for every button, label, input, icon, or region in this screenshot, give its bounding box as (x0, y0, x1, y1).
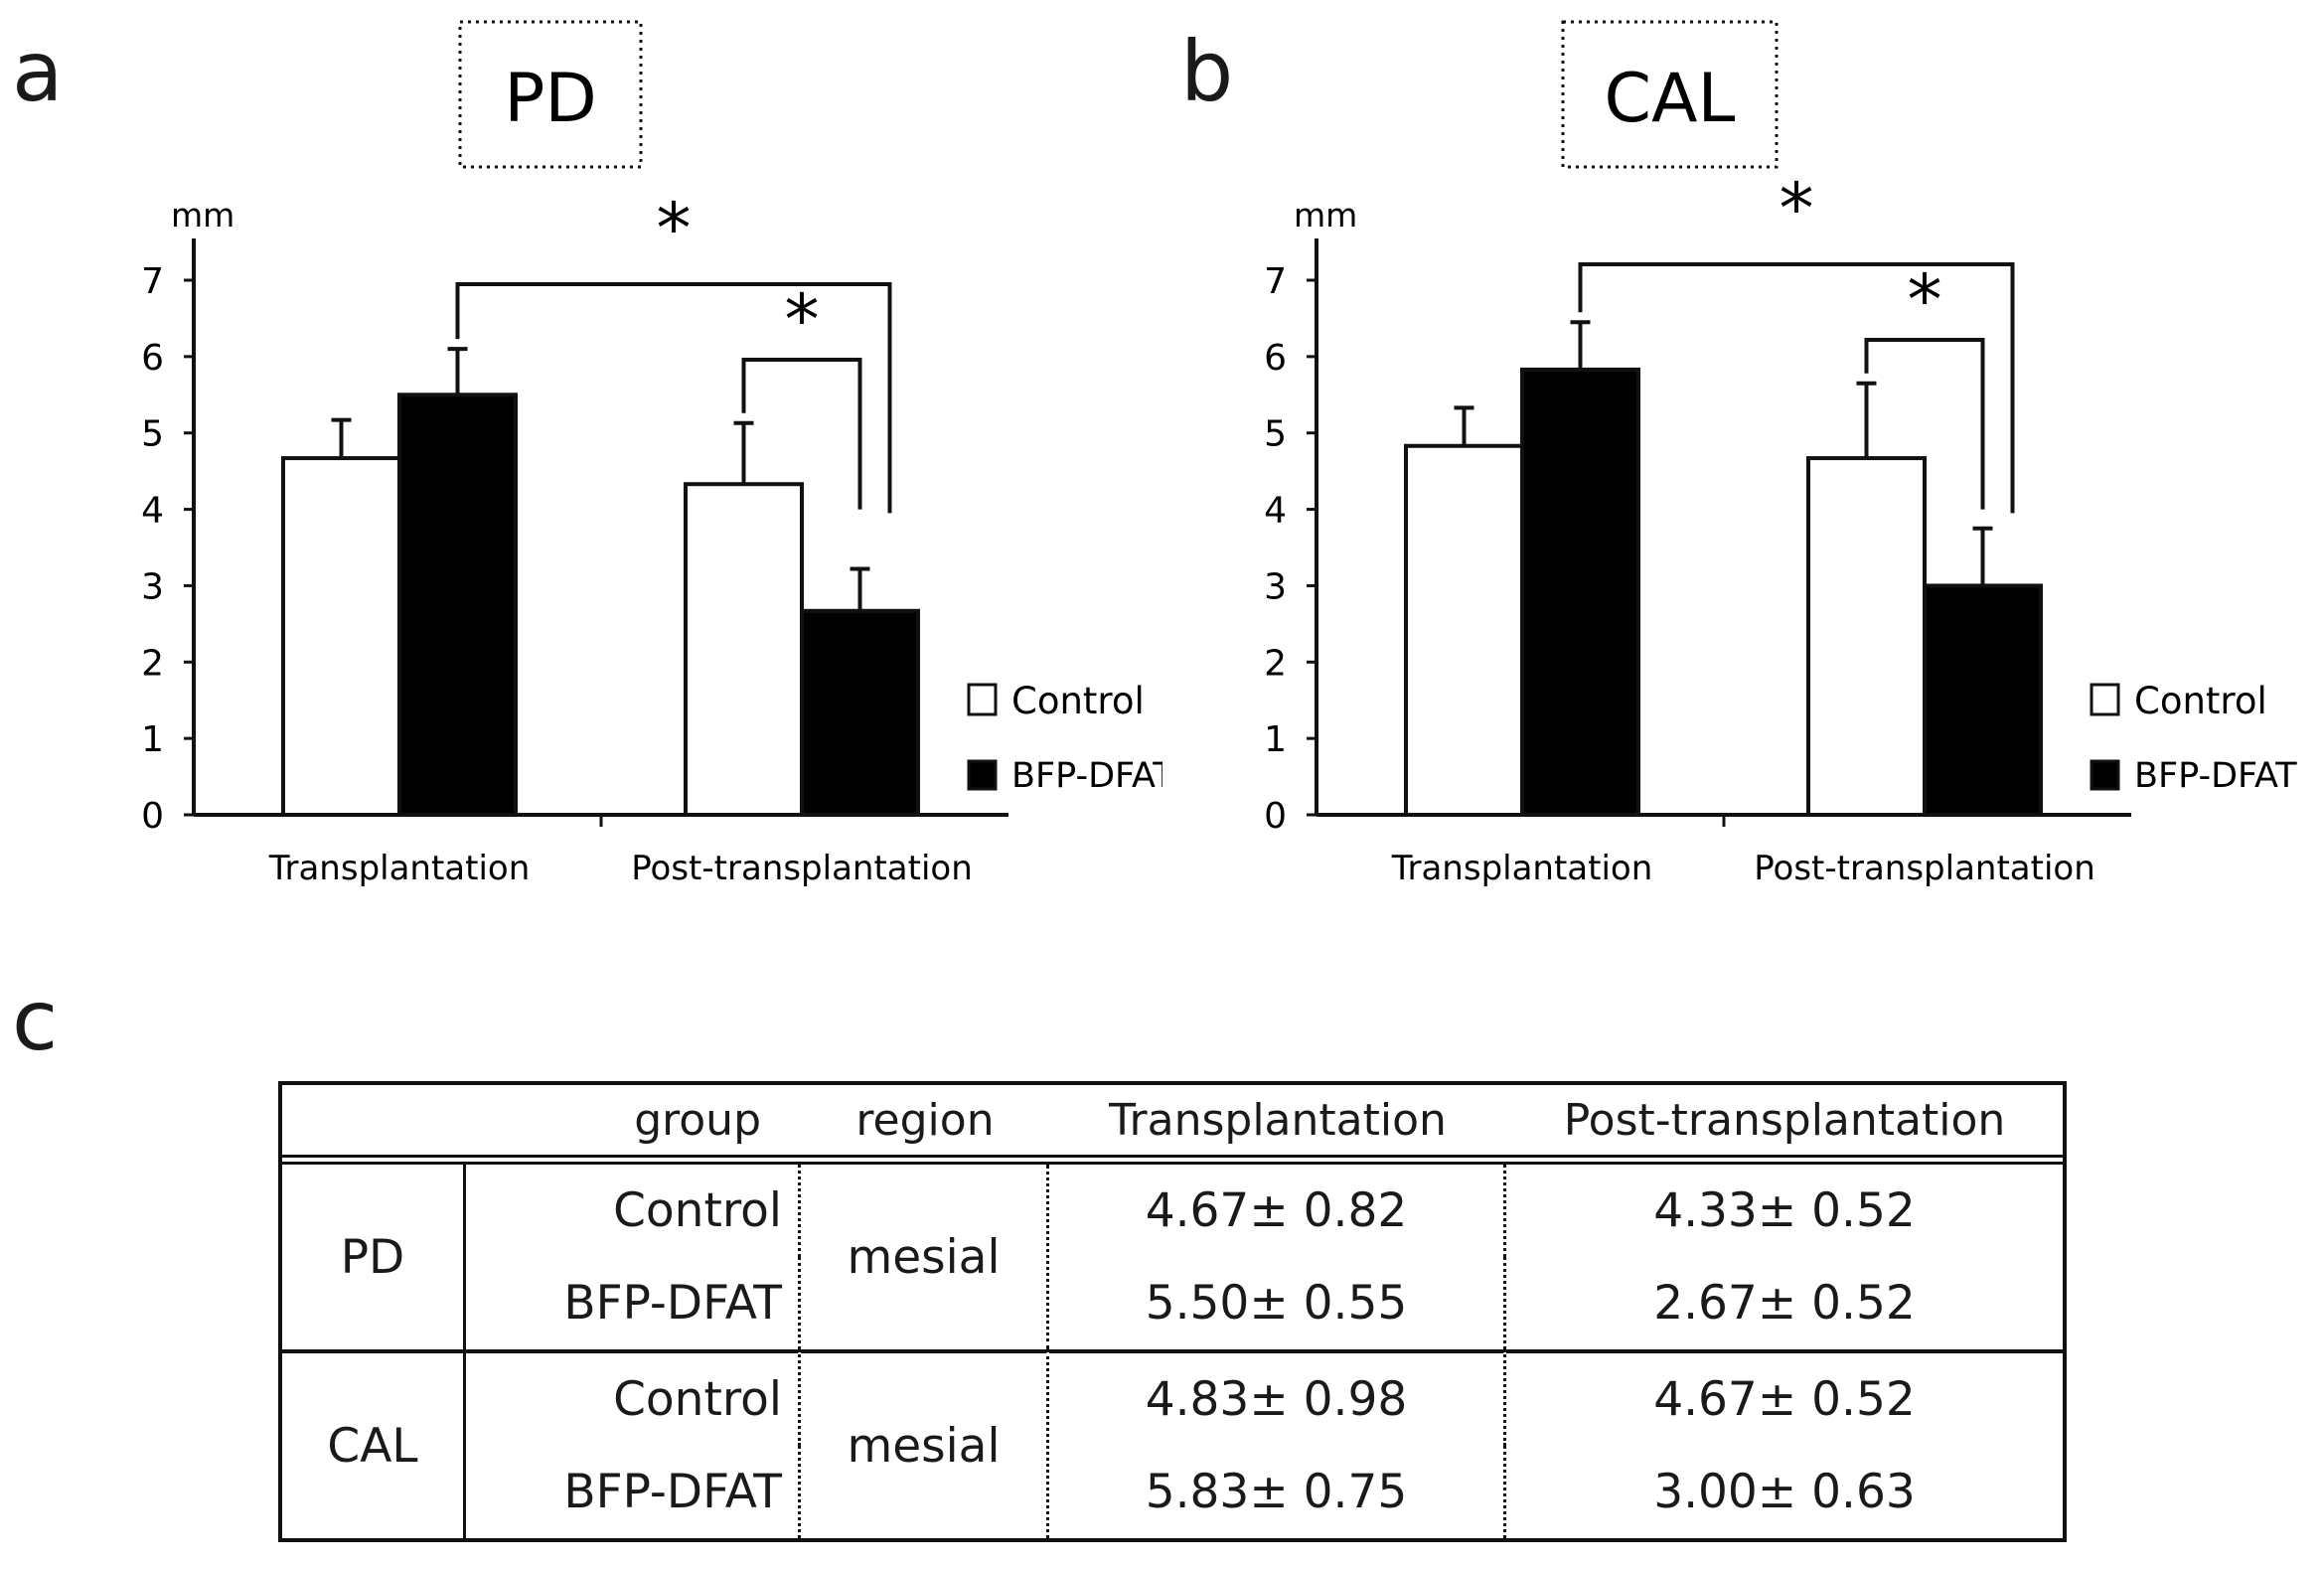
y-tick-label: 5 (141, 414, 164, 455)
title-box (1561, 20, 1779, 169)
legend-label-control: Control (1011, 680, 1145, 722)
y-tick-label: 2 (1264, 643, 1287, 684)
transplantation-cell: 5.83± 0.75 (1049, 1446, 1506, 1538)
legend-label-bfp-dfat: BFP-DFAT (2134, 756, 2297, 796)
bar-bfp-dfat-post-transplantation (1923, 583, 2043, 818)
y-tick-label: 3 (141, 566, 164, 607)
summary-table-wrap: group region Transplantation Post-transp… (278, 1081, 2067, 1542)
table-row: CAL Control mesial 4.83± 0.98 4.67± 0.52 (282, 1349, 2063, 1538)
panel-label-a: a (12, 23, 64, 120)
x-category-label: Transplantation (268, 849, 531, 888)
measure-cell-pd: PD (282, 1165, 466, 1349)
transplantation-cell: 4.67± 0.82 (1049, 1165, 1506, 1257)
table-header-row: group region Transplantation Post-transp… (282, 1085, 2063, 1165)
bar-bfp-dfat-transplantation (397, 392, 518, 817)
bar-control-post-transplantation (684, 482, 804, 817)
y-tick-label: 5 (1264, 414, 1287, 455)
header-transplantation: Transplantation (1049, 1085, 1506, 1165)
y-tick-label: 1 (141, 719, 164, 760)
y-tick-label: 3 (1264, 566, 1287, 607)
bar-control-post-transplantation (1806, 456, 1927, 817)
pd-bar-chart: PD mm 0 1 2 3 4 5 6 7 Transplantation Post-transpla… (141, 20, 1162, 888)
y-tick-label: 0 (141, 796, 164, 837)
panel-label-b: b (1180, 23, 1234, 120)
measure-cell-cal: CAL (282, 1349, 466, 1538)
significance-bracket-outer (1578, 262, 2015, 514)
bar-bfp-dfat-transplantation (1520, 367, 1640, 817)
group-cell: Control (466, 1349, 801, 1446)
y-tick-label: 4 (1264, 491, 1287, 532)
y-tick-label: 7 (141, 261, 164, 302)
group-cell: BFP-DFAT (466, 1257, 801, 1349)
title-box (458, 20, 643, 169)
significance-bracket-outer (455, 282, 892, 514)
header-region: region (801, 1085, 1049, 1165)
y-tick-label: 6 (141, 338, 164, 379)
significance-marker-outer: * (1780, 168, 1814, 249)
transplantation-cell: 5.50± 0.55 (1049, 1257, 1506, 1349)
y-tick-label: 1 (1264, 719, 1287, 760)
panel-label-c: c (12, 972, 59, 1069)
post-transplantation-cell: 3.00± 0.63 (1653, 1465, 1916, 1519)
legend-swatch-control (2090, 683, 2120, 716)
significance-marker-outer: * (657, 188, 692, 269)
legend-swatch-bfp-dfat (967, 759, 998, 791)
group-cell: BFP-DFAT (466, 1446, 801, 1538)
y-axis-unit-label: mm (1294, 196, 1357, 235)
post-transplantation-cell: 4.33± 0.52 (1653, 1183, 1916, 1238)
significance-marker-inner: * (1908, 259, 1942, 341)
bar-bfp-dfat-post-transplantation (800, 608, 920, 818)
x-category-label: Post-transplantation (631, 849, 973, 888)
legend-swatch-control (967, 683, 998, 716)
significance-bracket-inner (741, 358, 862, 510)
table-row: BFP-DFAT 5.83± 0.75 3.00± 0.63 (282, 1446, 2063, 1538)
region-cell: mesial (801, 1349, 1049, 1538)
bar-control-transplantation (1404, 443, 1524, 817)
header-post-transplantation: Post-transplantation (1506, 1085, 2063, 1165)
y-tick-label: 7 (1264, 261, 1287, 302)
table-row: BFP-DFAT 5.50± 0.55 2.67± 0.52 (282, 1257, 2063, 1349)
y-axis-unit-label: mm (171, 196, 234, 235)
group-cell: Control (466, 1165, 801, 1257)
post-transplantation-cell: 4.67± 0.52 (1506, 1349, 2063, 1446)
post-transplantation-cell: 2.67± 0.52 (1653, 1276, 1916, 1331)
legend-label-bfp-dfat: BFP-DFAT (1011, 756, 1162, 796)
y-tick-label: 4 (141, 491, 164, 532)
header-measure (282, 1085, 466, 1165)
chart-title: PD (504, 60, 596, 138)
summary-table: group region Transplantation Post-transp… (278, 1081, 2067, 1542)
y-tick-label: 0 (1264, 796, 1287, 837)
region-cell: mesial (801, 1165, 1049, 1349)
y-tick-label: 6 (1264, 338, 1287, 379)
transplantation-cell: 4.83± 0.98 (1049, 1349, 1506, 1446)
bar-control-transplantation (281, 456, 401, 817)
legend-label-control: Control (2134, 680, 2267, 722)
cal-bar-chart: CAL mm 0 1 2 3 4 5 6 7 Transplantation Post-transpl… (1264, 20, 2297, 888)
chart-title: CAL (1605, 60, 1736, 138)
legend-swatch-bfp-dfat (2090, 759, 2120, 791)
x-category-label: Post-transplantation (1754, 849, 2095, 888)
table-row: PD Control mesial 4.67± 0.82 4.33± 0.52 (282, 1165, 2063, 1349)
header-group: group (466, 1085, 801, 1165)
x-category-label: Transplantation (1391, 849, 1653, 888)
significance-marker-inner: * (785, 279, 820, 361)
significance-bracket-inner (1864, 338, 1985, 510)
y-tick-label: 2 (141, 643, 164, 684)
